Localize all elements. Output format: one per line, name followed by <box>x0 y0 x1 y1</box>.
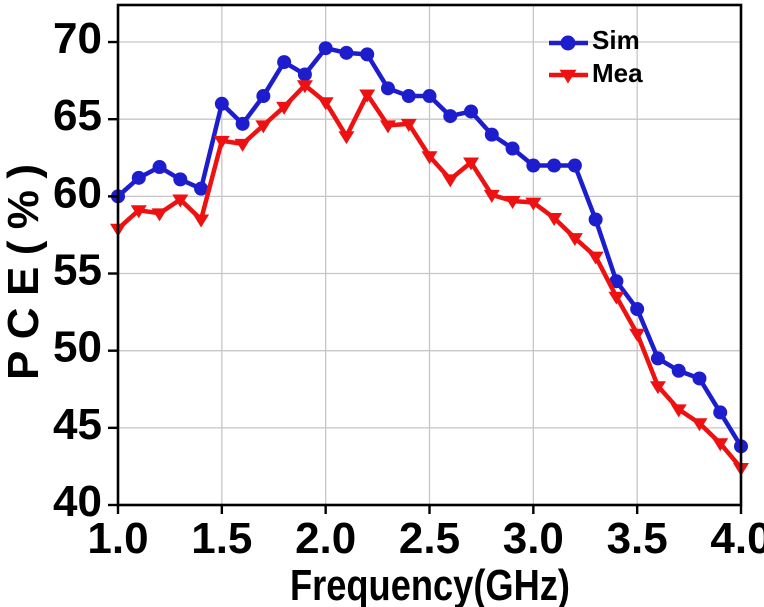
y-tick-label: 70 <box>53 14 102 63</box>
tick-layer <box>108 40 743 514</box>
mea-marker <box>566 233 583 247</box>
sim-marker <box>152 160 167 175</box>
sim-marker <box>297 67 312 82</box>
sim-marker <box>380 81 395 96</box>
mea-marker <box>483 189 500 203</box>
sim-marker <box>567 158 582 173</box>
mea-marker <box>151 208 168 222</box>
mea-marker <box>193 214 210 228</box>
x-tick-label: 1.5 <box>191 514 252 563</box>
sim-marker <box>443 109 458 124</box>
x-axis-title: Frequency(GHz) <box>290 561 570 607</box>
mea-marker <box>608 291 625 305</box>
sim-marker <box>526 158 541 173</box>
y-tick-label: 40 <box>53 477 102 526</box>
legend-label-sim: Sim <box>592 25 640 55</box>
mea-marker <box>670 404 687 418</box>
x-tick-label: 2.5 <box>399 514 460 563</box>
series-layer <box>110 41 749 476</box>
sim-marker <box>194 181 209 196</box>
mea-marker <box>276 101 293 115</box>
mea-marker <box>691 418 708 432</box>
legend: Sim Mea <box>549 25 643 88</box>
sim-marker <box>235 116 250 131</box>
sim-marker <box>422 89 437 104</box>
sim-marker <box>692 371 707 386</box>
mea-marker <box>338 131 355 145</box>
mea-marker <box>587 251 604 265</box>
sim-marker <box>505 141 520 156</box>
sim-marker <box>464 104 479 119</box>
mea-marker <box>400 118 417 132</box>
mea-marker <box>463 157 480 171</box>
mea-marker <box>712 438 729 452</box>
x-tick-label: 1.0 <box>87 514 148 563</box>
mea-marker <box>359 89 376 103</box>
y-tick-label: 55 <box>53 246 102 295</box>
sim-marker <box>256 89 271 104</box>
legend-mea-marker <box>559 69 577 84</box>
x-tick-label: 3.0 <box>503 514 564 563</box>
mea-marker <box>525 197 542 211</box>
y-tick-label: 45 <box>53 400 102 449</box>
grid-layer <box>118 5 741 505</box>
sim-marker <box>588 212 603 227</box>
mea-marker <box>213 135 230 149</box>
legend-label-mea: Mea <box>592 58 643 88</box>
legend-sim-marker <box>560 35 576 51</box>
y-tick-label: 50 <box>53 323 102 372</box>
mea-marker <box>649 381 666 395</box>
sim-marker <box>214 96 229 111</box>
mea-marker <box>546 213 563 226</box>
sim-marker <box>650 351 665 366</box>
tick-label-layer: 1.0 1.5 2.0 2.5 3.0 3.5 4.0 40 45 50 55 60 65 70 <box>53 14 764 563</box>
sim-marker <box>547 158 562 173</box>
sim-marker <box>401 89 416 104</box>
sim-marker <box>277 55 292 70</box>
mea-marker <box>504 196 521 209</box>
sim-marker <box>131 170 146 185</box>
sim-marker <box>173 172 188 187</box>
mea-marker <box>317 97 334 111</box>
y-tick-label: 65 <box>53 91 102 140</box>
mea-marker <box>442 174 459 188</box>
sim-marker <box>360 47 375 62</box>
mea-marker <box>255 120 272 134</box>
mea-marker <box>172 194 189 208</box>
sim-marker <box>318 41 333 56</box>
sim-marker <box>630 302 645 317</box>
mea-marker <box>421 151 438 165</box>
sim-marker <box>713 405 728 420</box>
sim-marker <box>484 127 499 142</box>
x-tick-label: 4.0 <box>710 514 764 563</box>
sim-marker <box>609 274 624 289</box>
mea-marker <box>629 328 646 342</box>
mea-marker <box>379 120 396 134</box>
y-axis-title: PCE(%) <box>0 164 48 380</box>
mea-marker <box>234 138 251 152</box>
sim-marker <box>339 45 354 60</box>
mea-marker <box>296 80 313 94</box>
x-tick-label: 2.0 <box>295 514 356 563</box>
mea-marker <box>130 205 147 219</box>
sim-marker <box>671 363 686 378</box>
y-tick-label: 60 <box>53 168 102 217</box>
legend-swatches <box>549 35 588 84</box>
x-tick-label: 3.5 <box>607 514 668 563</box>
